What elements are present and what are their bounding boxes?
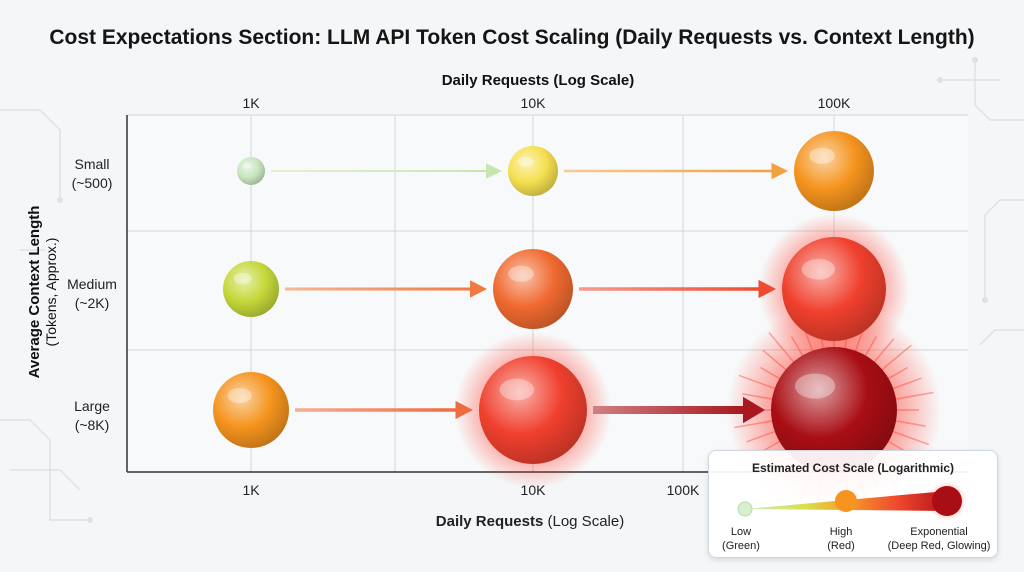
cost-bubble-large-100k <box>771 347 897 473</box>
cost-bubble-large-10k <box>479 356 587 464</box>
y-category-medium: Medium (~2K) <box>56 275 128 313</box>
legend-label-low: Low (Green) <box>711 525 771 553</box>
legend-label-low-sub: (Green) <box>722 540 760 552</box>
cost-bubble-small-100k <box>794 131 874 211</box>
legend-marker-high <box>835 490 857 512</box>
cost-bubble-small-1k <box>237 157 265 185</box>
bubble-highlight <box>227 387 252 404</box>
trend-arrow-shaft <box>271 170 486 172</box>
cost-bubble-medium-1k <box>223 261 279 317</box>
y-category-medium-tokens: (~2K) <box>74 295 110 311</box>
bubble-highlight <box>242 162 252 169</box>
bubble-highlight <box>499 378 535 401</box>
bubble-highlight <box>508 265 534 282</box>
legend-label-high-title: High <box>829 526 853 538</box>
legend-gradient-bar <box>737 481 967 521</box>
y-category-small: Small (~500) <box>56 155 128 193</box>
y-category-small-tokens: (~500) <box>71 175 113 191</box>
legend-label-high-sub: (Red) <box>827 540 855 552</box>
trend-arrow-shaft <box>564 169 772 173</box>
legend-label-high: High (Red) <box>811 525 871 553</box>
bottom-x-tick-100k: 100K <box>666 482 700 498</box>
trend-arrow-shaft <box>579 287 759 291</box>
top-x-tick-1k: 1K <box>242 95 260 111</box>
trend-arrow-shaft <box>285 287 470 291</box>
y-category-large-tokens: (~8K) <box>74 417 110 433</box>
legend-label-low-title: Low <box>730 526 752 538</box>
x-axis-title: Daily Requests (Log Scale) <box>380 513 680 530</box>
trend-arrow-head <box>455 400 473 420</box>
top-x-tick-100k: 100K <box>817 95 851 111</box>
y-category-medium-name: Medium <box>67 276 117 292</box>
top-x-axis-title: Daily Requests (Log Scale) <box>441 72 635 89</box>
legend-label-exponential-sub: (Deep Red, Glowing) <box>887 540 991 552</box>
bottom-x-tick-1k: 1K <box>242 482 260 498</box>
x-axis-title-scale: (Log Scale) <box>543 513 625 530</box>
cost-scale-legend: Estimated Cost Scale (Logarithmic) Low (… <box>708 450 998 558</box>
trend-arrow-head <box>486 163 502 179</box>
y-category-small-name: Small <box>74 156 110 172</box>
bubble-highlight <box>809 147 835 164</box>
legend-marker-low <box>737 501 753 517</box>
trend-arrow-shaft <box>295 408 456 412</box>
bubble-highlight <box>794 373 836 399</box>
bottom-x-tick-10k: 10K <box>520 482 546 498</box>
trend-arrow-head <box>743 396 765 424</box>
legend-label-exponential-title: Exponential <box>910 526 968 538</box>
cost-bubble-large-1k <box>213 372 289 448</box>
bubble-highlight <box>233 272 252 284</box>
trend-arrow-head <box>758 279 776 299</box>
cost-bubble-small-10k <box>508 146 558 196</box>
trend-arrow-shaft <box>593 406 743 414</box>
x-axis-title-bold: Daily Requests <box>435 513 544 530</box>
trend-arrow-head <box>470 280 487 298</box>
cost-bubble-medium-10k <box>493 249 573 329</box>
cost-bubble-medium-100k <box>782 237 886 341</box>
page-title: Cost Expectations Section: LLM API Token… <box>49 26 975 49</box>
y-category-large-name: Large <box>74 398 110 414</box>
legend-label-exponential: Exponential (Deep Red, Glowing) <box>881 525 997 553</box>
bubble-highlight <box>517 156 534 167</box>
bubble-highlight <box>801 258 836 280</box>
top-x-tick-10k: 10K <box>520 95 546 111</box>
trend-arrow-head <box>771 162 788 180</box>
legend-title: Estimated Cost Scale (Logarithmic) <box>751 461 955 475</box>
y-category-large: Large (~8K) <box>56 397 128 435</box>
legend-marker-exponential <box>932 486 962 516</box>
